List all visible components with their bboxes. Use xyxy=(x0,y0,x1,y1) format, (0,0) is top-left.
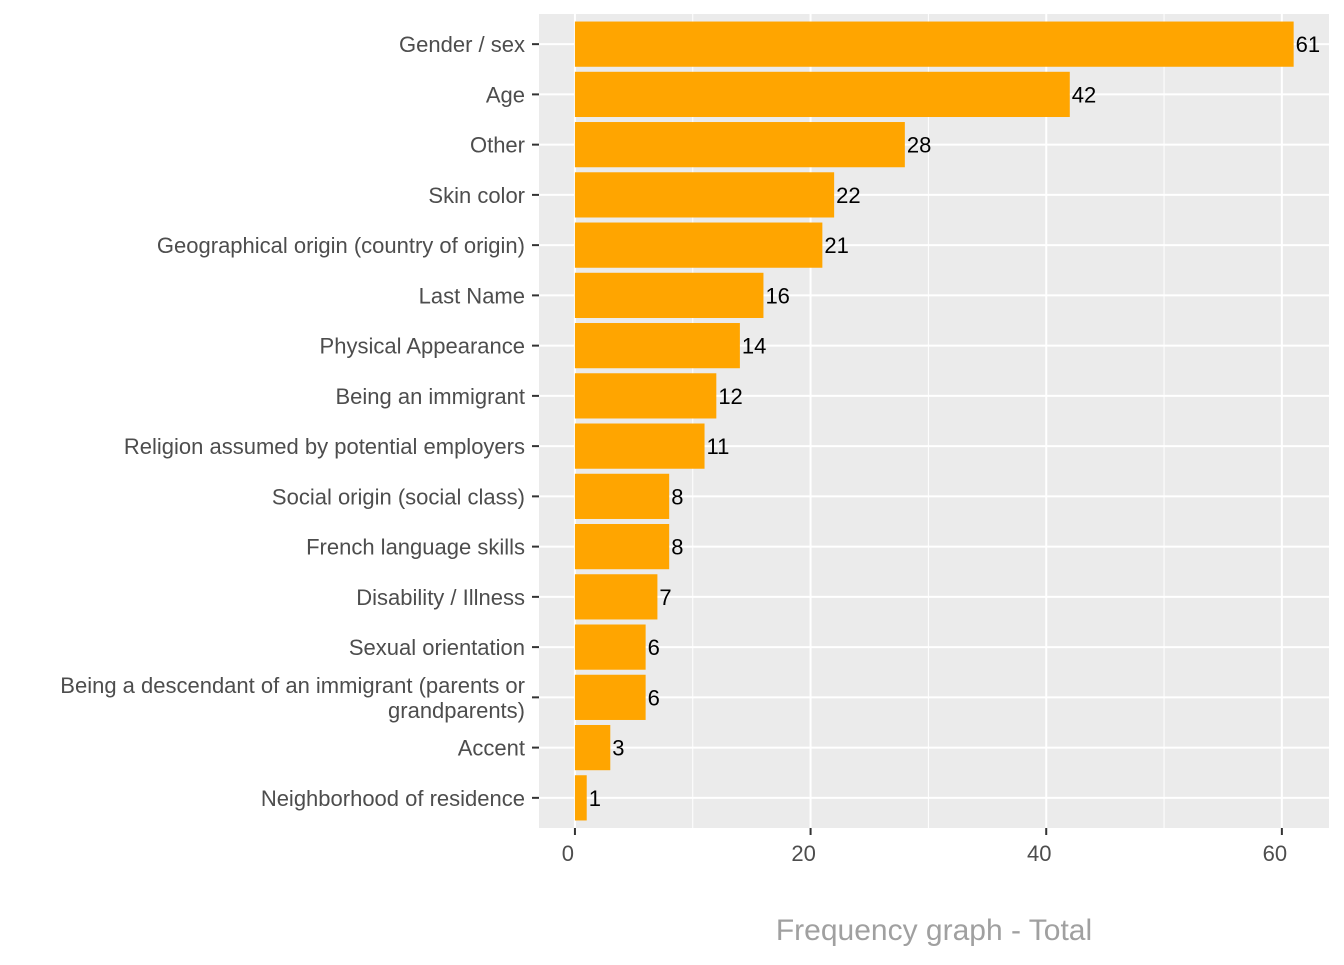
y-axis-label: Geographical origin (country of origin) xyxy=(157,233,525,258)
data-label: 22 xyxy=(836,183,860,208)
y-axis-label: Other xyxy=(470,133,525,158)
x-axis-ticks: 0 20 40 60 xyxy=(562,828,1287,866)
bar xyxy=(574,423,705,469)
bar xyxy=(574,373,717,419)
data-label: 8 xyxy=(671,535,683,560)
data-label: 11 xyxy=(707,434,730,459)
bar xyxy=(574,574,658,620)
y-axis-label: Being an immigrant xyxy=(335,384,525,409)
data-label: 12 xyxy=(718,384,742,409)
data-label: 3 xyxy=(612,736,624,761)
y-axis-label: Being a descendant of an immigrant (pare… xyxy=(60,673,525,723)
chart-title: Frequency graph - Total xyxy=(776,914,1092,947)
y-axis-label: Last Name xyxy=(419,283,525,308)
bar xyxy=(574,775,587,821)
y-axis-label: Skin color xyxy=(428,183,525,208)
bar xyxy=(574,473,670,519)
data-label: 6 xyxy=(648,685,660,710)
y-axis-label: Religion assumed by potential employers xyxy=(124,434,525,459)
data-label: 28 xyxy=(907,133,931,158)
x-tick-label: 60 xyxy=(1263,841,1287,866)
data-label: 6 xyxy=(648,635,660,660)
y-axis-label: French language skills xyxy=(306,535,525,560)
bar xyxy=(574,624,646,670)
bar xyxy=(574,674,646,720)
y-axis-label: Gender / sex xyxy=(399,32,525,57)
bar xyxy=(574,724,611,771)
x-tick-label: 0 xyxy=(562,841,574,866)
y-axis-labels: Gender / sex Age Other Skin color Geographic… xyxy=(60,32,539,811)
data-label: 1 xyxy=(589,786,601,811)
data-label: 42 xyxy=(1072,82,1096,107)
data-label: 14 xyxy=(742,334,766,359)
y-axis-label: Physical Appearance xyxy=(320,334,525,359)
data-label: 61 xyxy=(1296,32,1320,57)
y-axis-label: Social origin (social class) xyxy=(272,484,525,509)
bar xyxy=(574,21,1294,67)
bar xyxy=(574,122,905,168)
bars xyxy=(574,21,1294,821)
bar xyxy=(574,172,835,218)
data-label: 16 xyxy=(765,283,789,308)
y-axis-label: Age xyxy=(486,82,525,107)
y-axis-label: Neighborhood of residence xyxy=(261,786,525,811)
bar xyxy=(574,524,670,570)
bar xyxy=(574,71,1070,118)
data-label: 21 xyxy=(824,233,848,258)
x-tick-label: 20 xyxy=(791,841,815,866)
data-label: 7 xyxy=(659,585,671,610)
data-label: 8 xyxy=(671,484,683,509)
bar xyxy=(574,222,823,268)
y-axis-label: Accent xyxy=(458,736,525,761)
bar xyxy=(574,272,764,318)
y-axis-label: Disability / Illness xyxy=(356,585,525,610)
bar xyxy=(574,323,740,369)
y-axis-label: Sexual orientation xyxy=(349,635,525,660)
x-tick-label: 40 xyxy=(1027,841,1051,866)
